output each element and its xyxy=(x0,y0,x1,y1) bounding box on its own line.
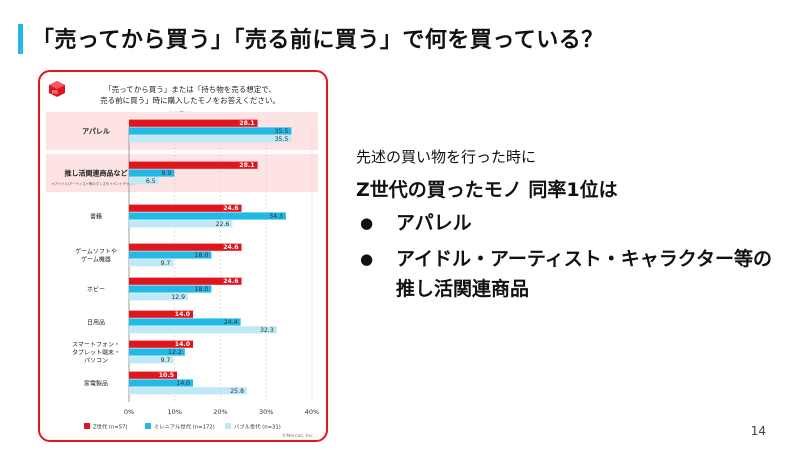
bar xyxy=(129,119,258,127)
bar xyxy=(129,161,258,169)
bullet-text: 推し活関連商品 xyxy=(396,278,530,300)
bullet-dot: ● xyxy=(360,250,374,268)
data-label: 25.8 xyxy=(230,388,244,395)
x-tick-label: 30% xyxy=(259,408,273,416)
category-label: 推し活関連商品など xyxy=(65,169,128,178)
bar xyxy=(129,371,178,379)
bar xyxy=(129,127,292,135)
bullet-dot xyxy=(356,274,396,304)
legend-label: バブル世代 (n=31) xyxy=(234,423,281,431)
data-label: 35.5 xyxy=(275,136,289,143)
bar xyxy=(129,243,242,251)
bar xyxy=(129,277,242,285)
x-tick-label: 40% xyxy=(305,408,319,416)
mercari-logo-icon: m xyxy=(49,81,65,97)
bar xyxy=(129,220,233,228)
bullet-item: ● アイドル・アーティスト・キャラクター等の xyxy=(356,244,776,274)
copyright-text: ©Mercari, Inc. xyxy=(282,432,314,439)
summary-panel: 先述の買い物を行った時に Z世代の買ったモノ 同率1位は ● アパレル ● アイ… xyxy=(356,146,776,304)
bullet-item: 推し活関連商品 xyxy=(356,274,776,304)
slide-title: 「売ってから買う」「売る前に買う」で何を買っている？ xyxy=(32,28,604,53)
bar xyxy=(129,169,175,177)
data-label: 24.6 xyxy=(223,278,238,285)
category-label: ゲームソフトや xyxy=(75,248,117,256)
data-label: 28.1 xyxy=(239,120,254,127)
x-tick-label: 10% xyxy=(168,408,182,416)
data-label: 9.7 xyxy=(161,357,171,364)
data-label: 9.9 xyxy=(161,170,171,177)
data-label: 24.4 xyxy=(224,319,238,326)
x-tick-label: 20% xyxy=(213,408,227,416)
category-label: パソコン xyxy=(84,358,108,365)
bar xyxy=(129,135,292,143)
title-accent-bar xyxy=(18,24,23,54)
data-label: 22.6 xyxy=(216,221,230,228)
bar xyxy=(129,310,194,318)
bar xyxy=(129,259,174,267)
bar xyxy=(129,293,189,301)
data-label: 14.0 xyxy=(175,341,191,348)
data-label: 6.5 xyxy=(146,178,156,185)
category-label: スマートフォン・ xyxy=(72,342,120,349)
data-label: 12.9 xyxy=(171,294,185,301)
legend-swatch xyxy=(84,423,90,429)
category-label: 日用品 xyxy=(87,320,105,327)
bar xyxy=(129,212,286,220)
category-label: タブレット端末・ xyxy=(72,349,120,357)
data-label: 24.6 xyxy=(223,244,238,251)
legend-swatch xyxy=(225,423,231,429)
bar xyxy=(129,348,185,356)
data-label: 24.6 xyxy=(223,205,238,212)
category-label: アパレル xyxy=(82,127,110,136)
data-label: 28.1 xyxy=(239,162,254,169)
data-label: 32.3 xyxy=(260,327,274,334)
summary-intro: 先述の買い物を行った時に xyxy=(356,148,537,166)
data-label: 12.2 xyxy=(168,349,182,356)
highlight-band xyxy=(46,154,318,192)
legend-label: ミレニアル世代 (n=172) xyxy=(154,423,215,431)
data-label: 14.0 xyxy=(175,311,191,318)
bar xyxy=(129,356,174,364)
page-number: 14 xyxy=(750,424,766,438)
summary-headline: Z世代の買ったモノ 同率1位は xyxy=(356,179,618,201)
data-label: 18.0 xyxy=(195,252,209,259)
category-label: 家電製品 xyxy=(84,380,108,388)
legend-label: Z世代 (n=57) xyxy=(93,423,128,431)
category-label: ゲーム機器 xyxy=(81,256,111,264)
chart-card: m 「売ってから買う」または「持ち物を売る想定で、 売る前に買う」時に購入したモノ… xyxy=(38,70,328,442)
bullet-text: アパレル xyxy=(396,212,472,234)
data-label: 34.3 xyxy=(269,213,283,220)
chart-question-line: 売る前に買う」時に購入したモノをお答えください。 xyxy=(100,95,280,105)
bullet-dot: ● xyxy=(360,214,374,232)
svg-text:m: m xyxy=(52,89,58,96)
bar xyxy=(129,326,277,334)
data-label: 35.5 xyxy=(275,128,289,135)
legend-swatch xyxy=(145,423,151,429)
bar xyxy=(129,340,194,348)
bar xyxy=(129,318,241,326)
bar xyxy=(129,177,159,185)
bullet-text: アイドル・アーティスト・キャラクター等の xyxy=(396,248,773,270)
bar xyxy=(129,204,242,212)
bar xyxy=(129,251,212,259)
bullet-item: ● アパレル xyxy=(356,208,776,238)
bar xyxy=(129,387,248,395)
bar-chart: 「売ってから買う」または「持ち物を売る想定で、売る前に買う」時に購入したモノをお… xyxy=(46,84,319,439)
data-label: 14.0 xyxy=(176,380,190,387)
x-tick-label: 0% xyxy=(124,408,134,416)
data-label: 9.7 xyxy=(161,260,171,267)
category-label: 書籍 xyxy=(90,213,102,221)
bar xyxy=(129,379,194,387)
data-label: 10.5 xyxy=(159,372,174,379)
chart-question-line: 「売ってから買う」または「持ち物を売る想定で、 xyxy=(104,84,276,94)
category-label: ホビー xyxy=(87,286,105,294)
data-label: 18.0 xyxy=(195,286,209,293)
category-sublabel: ※アイドル/アーティスト等のグッズやイベントチケット xyxy=(52,181,137,186)
bar xyxy=(129,285,212,293)
